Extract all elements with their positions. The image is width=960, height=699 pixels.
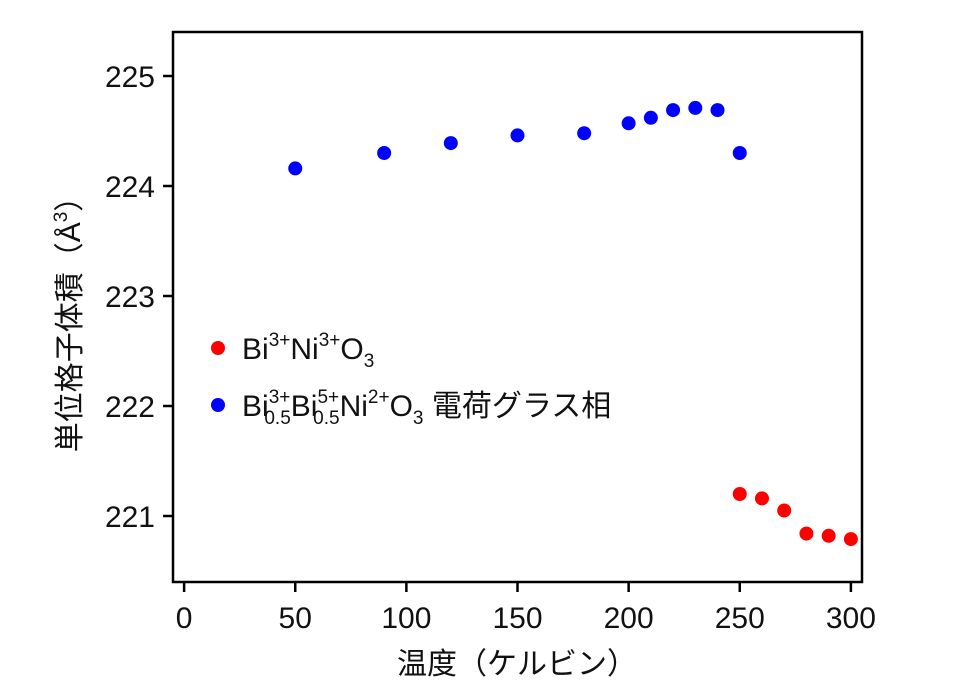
x-tick-label: 150: [492, 602, 542, 635]
data-point-series-0: [843, 532, 858, 547]
data-point-series-0: [777, 503, 792, 518]
x-tick-label: 50: [279, 602, 312, 635]
data-point-series-0: [821, 528, 836, 543]
legend-label-blue: Bi3+ 0.5Bi5+ 0.5Ni2+O3 電荷グラス相: [242, 387, 611, 429]
data-point-series-1: [710, 103, 725, 118]
x-tick-label: 100: [381, 602, 431, 635]
x-tick-label: 300: [826, 602, 876, 635]
x-tick-label: 200: [604, 602, 654, 635]
legend-marker-red: [211, 341, 225, 355]
data-point-series-1: [643, 110, 658, 125]
x-axis-title: 温度（ケルビン）: [397, 648, 637, 681]
y-tick-label: 225: [105, 61, 155, 94]
data-point-series-1: [443, 136, 458, 151]
data-point-series-1: [732, 146, 747, 160]
data-point-series-1: [377, 146, 392, 160]
data-point-series-0: [732, 487, 747, 501]
data-points: [288, 100, 858, 547]
data-point-series-0: [799, 526, 814, 541]
data-point-series-1: [288, 161, 303, 176]
y-tick-label: 224: [105, 171, 155, 204]
x-tick-label: 0: [176, 602, 193, 635]
legend-label-red: Bi3+Ni3+O3: [242, 330, 374, 372]
legend: Bi3+Ni3+O3 Bi3+ 0.5Bi5+ 0.5Ni2+O3 電荷グラス相: [211, 330, 611, 429]
data-point-series-1: [577, 126, 592, 141]
data-point-series-0: [754, 491, 769, 506]
y-tick-label: 222: [105, 391, 155, 424]
legend-marker-blue: [211, 398, 225, 412]
x-tick-label: 250: [715, 602, 765, 635]
axis-ticks: 0 50 100 150 200 250 300 221 222 223 224 225: [105, 61, 876, 635]
y-tick-label: 223: [105, 281, 155, 314]
data-point-series-1: [510, 128, 525, 143]
data-point-series-1: [688, 100, 703, 115]
data-point-series-1: [621, 116, 636, 131]
y-axis-title: 単位格子体積（Å3）: [51, 182, 87, 453]
y-tick-label: 221: [105, 501, 155, 534]
data-point-series-1: [666, 103, 681, 118]
